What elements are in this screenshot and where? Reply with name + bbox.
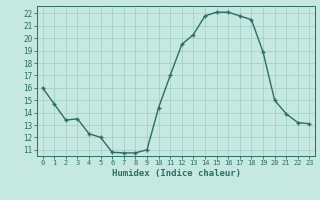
X-axis label: Humidex (Indice chaleur): Humidex (Indice chaleur) [111, 169, 241, 178]
